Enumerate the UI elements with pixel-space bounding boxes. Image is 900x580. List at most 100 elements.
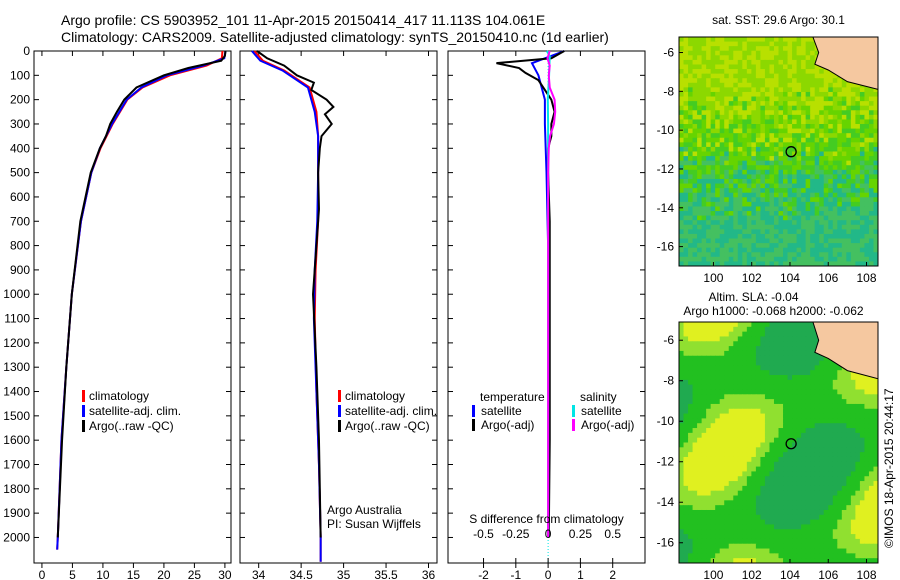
map-cell xyxy=(742,452,748,458)
map-cell xyxy=(692,142,698,148)
map-cell xyxy=(701,215,707,221)
map-cell xyxy=(737,160,743,166)
map-cell xyxy=(719,408,725,415)
map-cell xyxy=(742,379,748,386)
map-cell xyxy=(769,142,775,148)
map-cell xyxy=(778,370,784,376)
map-cell xyxy=(837,110,843,116)
map-cell xyxy=(801,384,807,390)
map-cell xyxy=(837,128,843,134)
map-cell xyxy=(873,384,879,390)
map-cell xyxy=(841,370,847,376)
map-cell xyxy=(773,165,779,171)
map-cell xyxy=(841,101,847,107)
map-cell xyxy=(864,408,870,415)
map-cell xyxy=(787,461,793,468)
map-cell xyxy=(692,256,698,262)
map-cell xyxy=(819,220,825,226)
map-cell xyxy=(697,133,703,139)
x2-tick-label: -0.5 xyxy=(473,527,494,541)
map-cell xyxy=(697,87,703,93)
map-cell xyxy=(710,105,716,111)
map-cell xyxy=(773,485,779,492)
map-cell xyxy=(850,558,856,564)
map-cell xyxy=(701,124,707,130)
map-cell xyxy=(697,423,703,429)
map-cell xyxy=(679,188,685,194)
map-cell xyxy=(801,169,807,175)
map-cell xyxy=(841,114,847,120)
map-cell xyxy=(778,174,784,180)
map-cell xyxy=(742,156,748,162)
map-cell xyxy=(715,490,721,497)
map-cell xyxy=(760,238,766,244)
map-cell xyxy=(760,82,766,88)
map-cell xyxy=(796,370,802,376)
map-cell xyxy=(710,119,716,125)
map-cell xyxy=(859,142,865,148)
map-cell xyxy=(805,538,811,545)
map-cell xyxy=(810,341,816,347)
map-cell xyxy=(823,137,829,143)
map-cell xyxy=(855,466,861,472)
map-cell xyxy=(710,142,716,148)
map-cell xyxy=(733,261,739,267)
map-cell xyxy=(692,370,698,376)
map-cell xyxy=(701,399,707,405)
lon-tick-label: 102 xyxy=(742,271,762,285)
map-cell xyxy=(697,471,703,477)
map-cell xyxy=(710,336,716,342)
legend-swatch xyxy=(82,420,85,432)
map-cell xyxy=(801,229,807,235)
map-cell xyxy=(773,428,779,434)
map-cell xyxy=(828,160,834,166)
map-cell xyxy=(733,432,739,439)
map-cell xyxy=(832,142,838,148)
map-cell xyxy=(823,413,829,419)
map-cell xyxy=(728,146,734,152)
map-cell xyxy=(679,437,685,443)
map-cell xyxy=(715,178,721,185)
map-cell xyxy=(683,418,689,424)
map-cell xyxy=(873,471,879,477)
map-cell xyxy=(792,403,798,410)
map-cell xyxy=(733,428,739,434)
map-cell xyxy=(688,456,694,463)
map-cell xyxy=(773,514,779,521)
map-cell xyxy=(873,524,879,530)
map-cell xyxy=(764,37,770,43)
map-cell xyxy=(855,192,861,198)
map-cell xyxy=(692,73,698,79)
map-cell xyxy=(855,156,861,162)
map-cell xyxy=(783,114,789,120)
map-cell xyxy=(801,142,807,148)
map-cell xyxy=(742,137,748,143)
map-cell xyxy=(746,442,752,448)
map-cell xyxy=(688,437,694,443)
map-cell xyxy=(706,110,712,116)
map-cell xyxy=(697,261,703,267)
map-cell xyxy=(819,437,825,443)
map-cell xyxy=(742,91,748,98)
map-cell xyxy=(850,413,856,419)
map-cell xyxy=(719,55,725,61)
map-cell xyxy=(769,529,775,535)
map-cell xyxy=(819,224,825,230)
map-cell xyxy=(706,394,712,400)
legend-swatch xyxy=(472,419,475,431)
map-cell xyxy=(868,256,874,262)
map-cell xyxy=(769,558,775,564)
map-cell xyxy=(728,442,734,448)
map-cell xyxy=(778,220,784,226)
map-cell xyxy=(760,156,766,162)
map-cell xyxy=(801,211,807,217)
map-cell xyxy=(679,114,685,120)
map-cell xyxy=(823,156,829,162)
map-cell xyxy=(737,201,743,207)
map-cell xyxy=(814,188,820,194)
map-cell xyxy=(823,408,829,415)
map-cell xyxy=(832,201,838,207)
map-cell xyxy=(746,481,752,487)
map-cell xyxy=(746,341,752,347)
map-cell xyxy=(737,509,743,516)
